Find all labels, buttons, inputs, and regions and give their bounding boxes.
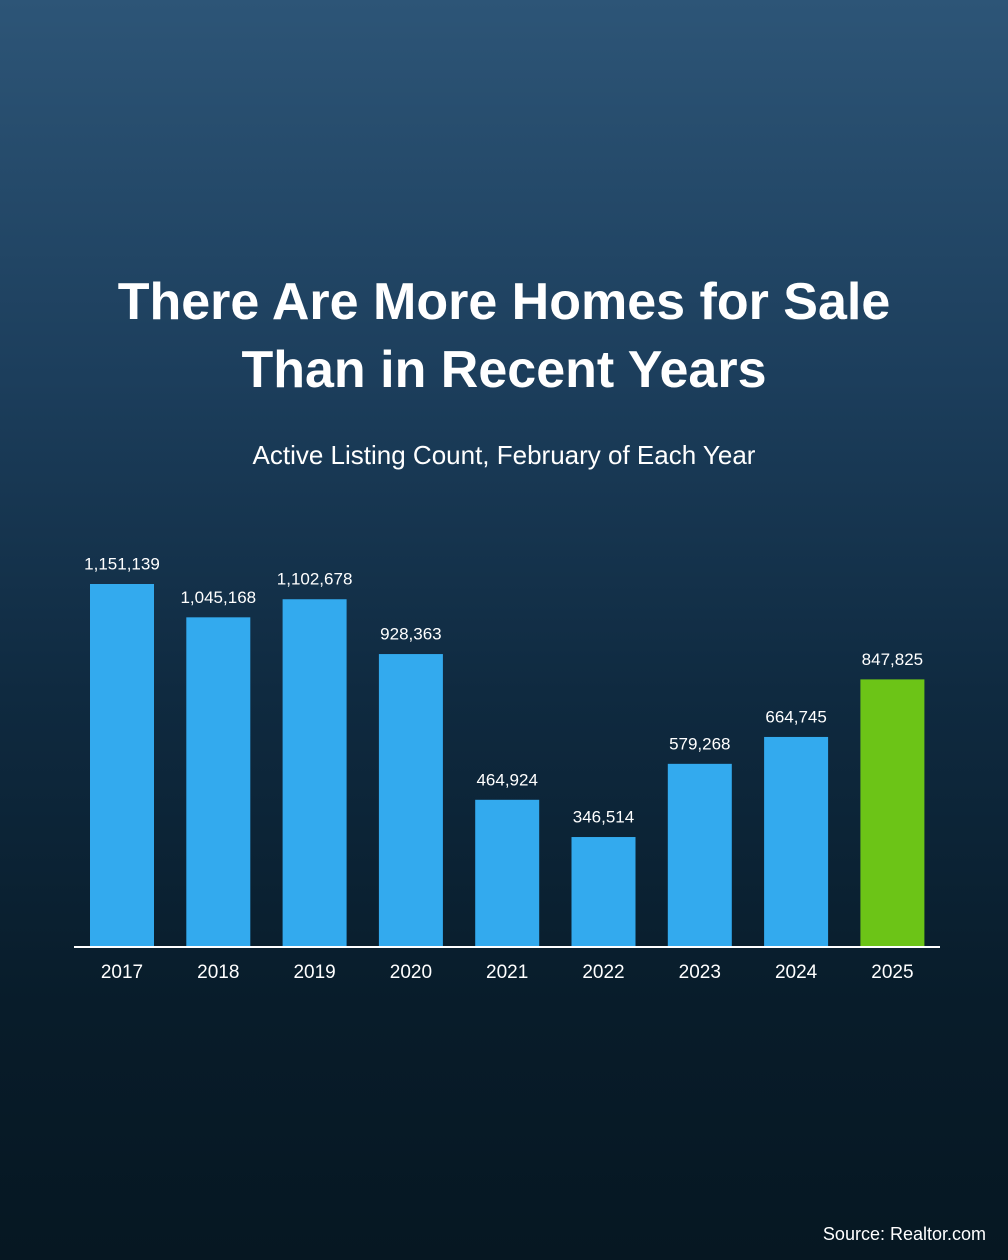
bar <box>186 617 251 946</box>
x-tick-label: 2019 <box>293 962 335 983</box>
x-tick-label: 2018 <box>197 962 239 983</box>
x-tick-label: 2017 <box>101 962 143 983</box>
source: Source: Realtor.com <box>822 1224 986 1244</box>
value-label: 579,268 <box>669 734 730 753</box>
bar <box>475 799 540 946</box>
chart-title: There Are More Homes for Sale Than in Re… <box>117 273 891 399</box>
chart: 1,151,139 2017 1,045,168 2018 1,102,678 2019 9… <box>84 554 925 983</box>
x-tick-label: 2025 <box>871 962 913 983</box>
bar <box>860 679 925 946</box>
chart-subtitle: Active Listing Count, February of Each Y… <box>252 440 756 470</box>
value-label: 847,825 <box>862 650 923 669</box>
value-label: 464,924 <box>476 770 537 789</box>
value-label: 928,363 <box>380 625 441 644</box>
x-tick-label: 2024 <box>775 962 818 983</box>
bar <box>282 599 347 946</box>
x-tick-label: 2021 <box>486 962 528 983</box>
bar <box>378 654 443 946</box>
value-label: 664,745 <box>765 707 826 726</box>
value-label: 346,514 <box>573 808 634 827</box>
x-tick-label: 2022 <box>582 962 624 983</box>
bar <box>667 763 732 946</box>
value-label: 1,045,168 <box>180 588 256 607</box>
x-tick-label: 2023 <box>679 962 721 983</box>
bar <box>764 736 829 946</box>
x-tick-label: 2020 <box>390 962 432 983</box>
bar <box>90 584 154 946</box>
value-label: 1,102,678 <box>277 570 353 589</box>
value-label: 1,151,139 <box>84 554 160 573</box>
bar <box>571 837 636 946</box>
